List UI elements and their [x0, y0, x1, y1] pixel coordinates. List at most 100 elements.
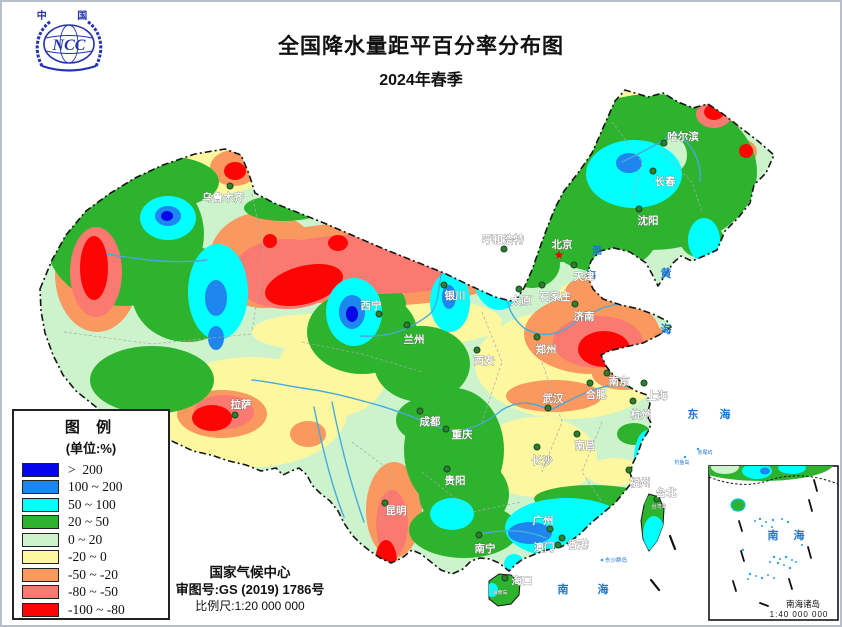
city-label: 兰州 — [404, 333, 425, 346]
city-dot-icon — [603, 369, 611, 377]
legend-label: 20 ~ 50 — [68, 514, 110, 530]
island-name-label: 钓鱼岛 — [674, 459, 689, 466]
sea-label: 东 — [688, 407, 699, 421]
agency-name: 国家气候中心 — [209, 565, 291, 580]
legend-item: -50 ~ -20 — [14, 566, 168, 584]
city-dot-icon — [558, 534, 566, 542]
city-dot-icon — [649, 167, 657, 175]
legend-item: 20 ~ 50 — [14, 514, 168, 532]
legend-item: -100 ~ -80 — [14, 601, 168, 619]
city-dot-icon — [473, 346, 481, 354]
city-marker: 呼和浩特 — [482, 233, 525, 253]
city-dot-icon — [546, 525, 554, 533]
logo-center-text: NCC — [52, 37, 86, 54]
inset-nine-dash — [732, 479, 818, 607]
city-dot-icon — [533, 443, 541, 451]
city-marker: 沈阳 — [635, 205, 659, 227]
island-name-label: 海南岛 — [492, 589, 507, 596]
city-dot-icon — [416, 407, 424, 415]
city-label: 台北 — [656, 486, 677, 499]
legend-swatch — [22, 515, 59, 530]
city-marker: 银川 — [440, 281, 466, 302]
legend-item: -20 ~ 0 — [14, 549, 168, 567]
city-marker: 海口 — [501, 574, 533, 587]
legend-swatch — [22, 602, 59, 617]
city-label: 杭州 — [631, 408, 652, 421]
city-marker: 石家庄 — [538, 281, 571, 303]
city-dot-icon — [571, 300, 579, 308]
sea-label: 海 — [661, 322, 672, 336]
city-marker: 上海 — [640, 379, 668, 402]
legend-label: 100 ~ 200 — [68, 479, 123, 495]
island-name-label: 东沙群岛 — [605, 556, 628, 564]
city-label: 哈尔滨 — [667, 130, 699, 143]
city-dot-icon — [533, 333, 541, 341]
city-label: 重庆 — [452, 428, 473, 441]
city-label: 澳门 — [534, 541, 555, 554]
city-marker: 重庆 — [442, 425, 473, 441]
logo-wreath-left — [35, 19, 52, 67]
legend-label: -100 ~ -80 — [68, 601, 125, 617]
city-label: 福州 — [629, 476, 651, 489]
legend-label: 0 ~ 20 — [68, 531, 103, 547]
city-label: 广州 — [533, 514, 554, 527]
inset-sea-label: 南 — [768, 528, 779, 542]
city-label: 上海 — [647, 389, 668, 402]
city-dot-icon — [554, 541, 562, 549]
city-label: 西宁 — [361, 299, 382, 312]
footer-credits: 国家气候中心 审图号:GS (2019) 1786号 比例尺:1:20 000 … — [150, 564, 350, 614]
city-marker: 南宁 — [474, 531, 496, 555]
legend-label: -80 ~ -50 — [68, 584, 119, 600]
city-marker: 成都 — [416, 407, 441, 428]
city-label: 合肥 — [585, 388, 607, 401]
city-label: 太原 — [510, 294, 532, 307]
legend-item: 0 ~ 20 — [14, 531, 168, 549]
sea-label: 海 — [720, 407, 731, 421]
city-dot-icon — [573, 430, 581, 438]
logo-wreath-right — [86, 19, 103, 67]
legend-swatch — [22, 585, 59, 600]
city-dot-icon — [660, 139, 668, 147]
city-marker: 杭州 — [629, 397, 652, 421]
city-marker: 乌鲁木齐 — [202, 182, 245, 204]
legend-swatch — [22, 497, 59, 512]
city-marker: 太原 — [509, 285, 532, 307]
page-subtitle: 2024年春季 — [379, 72, 463, 89]
city-label: 西安 — [474, 354, 495, 367]
city-dot-icon — [375, 310, 383, 318]
city-dot-icon — [403, 321, 411, 329]
city-dot-icon — [501, 574, 509, 582]
legend-swatch — [22, 550, 59, 565]
city-label: 成都 — [420, 415, 441, 428]
inset-islets — [741, 517, 803, 580]
city-marker: 西安 — [473, 346, 495, 367]
city-dot-icon — [570, 261, 578, 269]
nine-dash-line — [649, 534, 677, 592]
legend-swatch — [22, 480, 59, 495]
inset-name: 南海诸岛 — [786, 599, 820, 609]
city-dot-icon — [640, 379, 648, 387]
city-label: 昆明 — [386, 505, 407, 517]
island-name-label: 台湾岛 — [651, 503, 666, 510]
map-scale: 比例尺:1:20 000 000 — [195, 599, 305, 613]
city-label: 南京 — [609, 375, 630, 388]
south-china-sea-inset: 南海 南海诸岛 1:40 000 000 — [708, 465, 839, 621]
city-dot-icon — [226, 182, 234, 190]
city-dot-icon — [381, 499, 389, 507]
city-label: 南宁 — [475, 542, 496, 555]
city-marker: 南京 — [603, 369, 630, 388]
city-label: 海口 — [512, 574, 533, 587]
inset-sea-label: 海 — [794, 528, 805, 542]
sea-label: 海 — [586, 269, 596, 282]
legend-item: -80 ~ -50 — [14, 584, 168, 602]
city-marker: 济南 — [571, 300, 595, 323]
island-name-label: 赤尾屿 — [697, 449, 712, 456]
city-label: 济南 — [574, 310, 595, 323]
city-marker: 台北 — [653, 486, 677, 503]
city-label: 贵阳 — [445, 474, 466, 487]
city-marker: 香港 — [558, 534, 589, 551]
city-label: 长春 — [655, 175, 676, 188]
city-dot-icon — [625, 466, 633, 474]
